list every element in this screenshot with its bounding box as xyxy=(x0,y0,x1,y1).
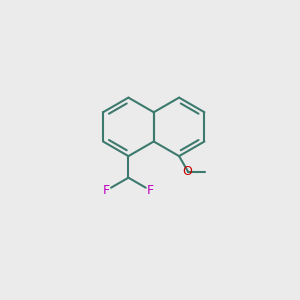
Text: F: F xyxy=(103,184,110,197)
Text: F: F xyxy=(147,184,154,197)
Text: O: O xyxy=(183,165,193,178)
